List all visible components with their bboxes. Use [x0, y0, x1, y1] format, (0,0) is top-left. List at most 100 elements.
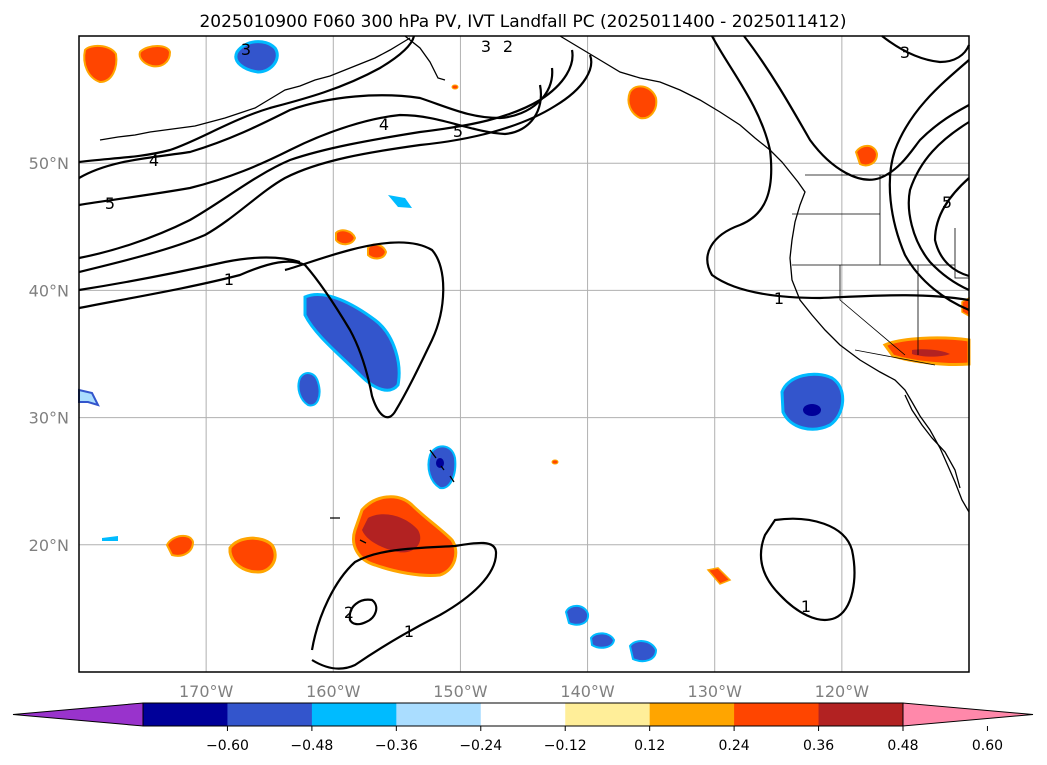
- aleutian-coast: [99, 37, 411, 141]
- contour-label: 5: [453, 122, 463, 141]
- colorbar-segment: [311, 703, 397, 726]
- colorbar-tick-label: −0.48: [290, 738, 333, 754]
- lon-tick-label: 160°W: [306, 682, 361, 701]
- lon-tick-label: 140°W: [560, 682, 615, 701]
- lat-tick-label: 50°N: [29, 154, 69, 173]
- contour-label: 1: [801, 597, 811, 616]
- contour-label: 2: [344, 603, 354, 622]
- anomaly-blob: [303, 293, 401, 392]
- contour-1-south: [310, 541, 498, 670]
- hawaii-coast: [330, 449, 455, 544]
- contour-2: [78, 54, 593, 274]
- lat-tick-label: 20°N: [29, 536, 69, 555]
- colorbar-tick-label: −0.24: [459, 738, 502, 754]
- lat-tick-label: 30°N: [29, 409, 69, 428]
- map-panel: 4 5 1 4 5 3 2 3 3 5 1 1 1 2: [78, 35, 971, 673]
- contour-label: 5: [942, 193, 952, 212]
- state-lines: [792, 175, 969, 356]
- anomaly-blob: [589, 632, 616, 649]
- contour-2-south: [348, 598, 378, 626]
- colorbar-tick-label: 0.48: [887, 738, 918, 754]
- colorbar-frame: [142, 702, 904, 727]
- contour-5: [78, 84, 543, 207]
- lon-tick-label: 120°W: [815, 682, 870, 701]
- figure-title: 2025010900 F060 300 hPa PV, IVT Landfall…: [199, 12, 846, 32]
- pv-contours: [78, 35, 971, 670]
- lon-tick-label: 170°W: [179, 682, 234, 701]
- contour-label: 1: [224, 270, 234, 289]
- contour-label: 1: [774, 289, 784, 308]
- anomaly-blob: [706, 567, 732, 585]
- map-frame: [78, 35, 970, 673]
- colorbar-tick-label: 0.12: [634, 738, 665, 754]
- anomaly-blob: [854, 144, 879, 167]
- contour-1-southeast: [760, 517, 856, 621]
- alaska-coast: [404, 35, 446, 81]
- lat-tick-label: 40°N: [29, 281, 69, 300]
- colorbar-segment: [649, 703, 735, 726]
- contour-label: 4: [149, 151, 159, 170]
- anomaly-blob: [551, 459, 559, 465]
- gridlines: [79, 36, 969, 672]
- colorbar-segment: [734, 703, 820, 726]
- colorbar-segment: [565, 703, 651, 726]
- anomaly-blob: [367, 243, 388, 260]
- colorbar-segment: [143, 703, 228, 726]
- axis-tick-labels: 20°N 30°N 40°N 50°N 170°W 160°W 150°W 140°W 130°…: [29, 154, 870, 701]
- anomaly-core: [803, 404, 821, 416]
- contour-labels: 4 5 1 4 5 3 2 3 3 5 1 1 1 2: [105, 37, 952, 641]
- contour-4-east: [888, 59, 970, 312]
- anomaly-blob: [564, 604, 590, 626]
- contour-label: 3: [900, 43, 910, 62]
- lon-tick-label: 130°W: [688, 682, 743, 701]
- colorbar-tick-label: −0.60: [206, 738, 249, 754]
- contour-5-east: [933, 177, 970, 278]
- mexico-border: [854, 349, 936, 366]
- contour-6: [78, 35, 416, 164]
- anomaly-blob: [234, 40, 279, 74]
- anomaly-blob: [388, 195, 412, 208]
- positive-anomaly-shading: [83, 44, 971, 585]
- anomaly-core: [362, 514, 421, 553]
- colorbar-extend-high: [902, 702, 1034, 727]
- colorbar-segment: [818, 703, 904, 726]
- anomaly-blob: [165, 534, 195, 557]
- anomaly-blob: [628, 640, 658, 663]
- colorbar-tick-label: −0.36: [375, 738, 418, 754]
- coastlines: [99, 35, 970, 544]
- anomaly-blob: [627, 85, 658, 120]
- colorbar-tick-label: −0.12: [544, 738, 587, 754]
- anomaly-blob: [451, 84, 459, 90]
- contour-label: 2: [503, 37, 513, 56]
- lon-tick-label: 150°W: [433, 682, 488, 701]
- contour-3-ne: [881, 35, 971, 64]
- contour-label: 4: [379, 115, 389, 134]
- anomaly-blob: [83, 44, 118, 84]
- colorbar: −0.60 −0.48 −0.36 −0.24 −0.12 0.12 0.24 0.36 0.4…: [12, 702, 1034, 754]
- baja-coast: [904, 394, 961, 489]
- anomaly-core: [436, 458, 444, 468]
- anomaly-core: [912, 349, 950, 357]
- contour-label: 1: [404, 622, 414, 641]
- pc-shading: [78, 40, 971, 663]
- colorbar-extend-low: [12, 702, 144, 727]
- contour-1-west: [78, 241, 445, 419]
- colorbar-tick-label: 0.36: [803, 738, 834, 754]
- colorbar-tick-label: 0.60: [972, 738, 1003, 754]
- north-america-coast: [559, 35, 970, 513]
- contour-1-east: [706, 35, 970, 302]
- colorbar-segment: [480, 703, 566, 726]
- anomaly-blob: [780, 372, 845, 431]
- anomaly-blob: [138, 45, 172, 68]
- map-background: [79, 36, 969, 672]
- anomaly-blob: [297, 372, 321, 407]
- anomaly-blob: [228, 536, 277, 574]
- contour-3-east: [907, 121, 970, 292]
- contour-label: 5: [105, 194, 115, 213]
- contour-4: [78, 67, 554, 179]
- colorbar-segment: [227, 703, 313, 726]
- contour-1-west-b: [78, 256, 301, 292]
- contour-2-east: [743, 35, 970, 181]
- colorbar-tick-label: 0.24: [719, 738, 750, 754]
